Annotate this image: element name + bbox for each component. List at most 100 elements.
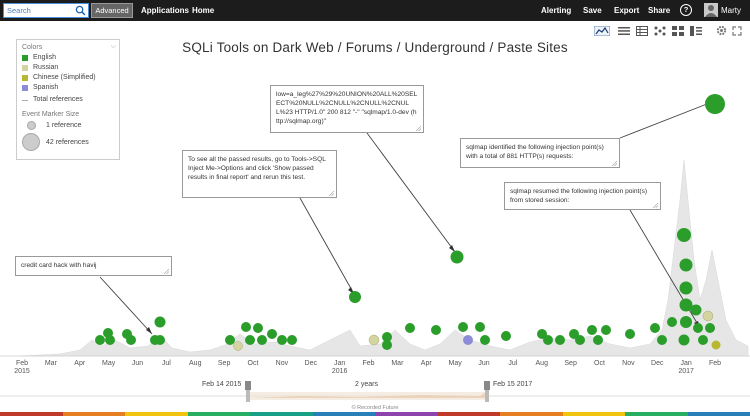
- grid-view-icon[interactable]: [672, 26, 684, 36]
- table-view-icon[interactable]: [636, 26, 648, 36]
- event-marker[interactable]: [154, 316, 166, 328]
- range-duration-label: 2 years: [355, 381, 378, 388]
- resize-grip-icon[interactable]: [416, 126, 421, 131]
- search-box[interactable]: [3, 3, 89, 18]
- search-icon[interactable]: [75, 5, 86, 16]
- event-marker[interactable]: [705, 94, 725, 114]
- list-view-icon[interactable]: [618, 26, 630, 36]
- detail-view-icon[interactable]: [690, 26, 702, 36]
- export-button[interactable]: Export: [614, 6, 640, 15]
- x-tick-label: Jan 2017: [678, 360, 694, 375]
- event-marker[interactable]: [382, 340, 392, 350]
- x-tick-label: Jan 2016: [331, 360, 348, 375]
- callout-annotation-1[interactable]: credit card hack with havij: [15, 256, 172, 276]
- event-marker[interactable]: [680, 316, 692, 328]
- event-marker[interactable]: [126, 335, 136, 345]
- event-marker[interactable]: [702, 310, 714, 322]
- event-marker[interactable]: [382, 332, 392, 342]
- event-marker[interactable]: [253, 323, 263, 333]
- event-marker[interactable]: [245, 335, 255, 345]
- resize-grip-icon[interactable]: [612, 161, 617, 166]
- callout-annotation-5[interactable]: sqlmap resumed the following injection p…: [504, 182, 661, 210]
- event-marker[interactable]: [267, 329, 277, 339]
- save-button[interactable]: Save: [583, 6, 602, 15]
- event-marker[interactable]: [678, 334, 690, 346]
- event-marker[interactable]: [543, 335, 553, 345]
- event-marker[interactable]: [555, 335, 565, 345]
- event-marker[interactable]: [405, 323, 415, 333]
- gear-icon[interactable]: [716, 25, 727, 36]
- event-marker[interactable]: [95, 335, 105, 345]
- event-marker[interactable]: [690, 304, 702, 316]
- timeline-view-icon[interactable]: [594, 26, 610, 36]
- event-marker[interactable]: [657, 335, 667, 345]
- event-marker[interactable]: [650, 323, 660, 333]
- help-icon[interactable]: ?: [680, 4, 692, 16]
- collapse-icon[interactable]: ⌵: [110, 43, 116, 50]
- event-marker[interactable]: [693, 323, 703, 333]
- event-marker[interactable]: [241, 322, 251, 332]
- legend-item-english[interactable]: English: [22, 53, 114, 63]
- event-marker[interactable]: [587, 325, 597, 335]
- legend-item-russian[interactable]: Russian: [22, 63, 114, 73]
- home-link[interactable]: Home: [192, 6, 215, 15]
- range-start-handle-grip[interactable]: [246, 390, 250, 402]
- share-button[interactable]: Share: [648, 6, 671, 15]
- event-marker[interactable]: [233, 341, 243, 351]
- event-marker[interactable]: [458, 322, 468, 332]
- event-marker[interactable]: [368, 334, 380, 346]
- resize-grip-icon[interactable]: [653, 203, 658, 208]
- callout-annotation-4[interactable]: sqlmap identified the following injectio…: [460, 138, 620, 168]
- applications-menu[interactable]: Applications: [141, 6, 190, 15]
- event-marker[interactable]: [711, 340, 721, 350]
- event-marker[interactable]: [225, 335, 235, 345]
- event-marker[interactable]: [575, 335, 585, 345]
- legend-item-chinese[interactable]: Chinese (Simplified): [22, 73, 114, 83]
- callout-annotation-2[interactable]: To see all the passed results, go to Too…: [182, 150, 337, 198]
- event-marker[interactable]: [698, 335, 708, 345]
- event-marker[interactable]: [257, 335, 267, 345]
- range-end-handle-grip[interactable]: [485, 390, 489, 402]
- range-end-handle[interactable]: [484, 381, 490, 390]
- alerting-link[interactable]: Alerting: [541, 6, 572, 15]
- event-marker[interactable]: [480, 335, 490, 345]
- event-markers: [95, 94, 725, 351]
- event-marker[interactable]: [105, 335, 115, 345]
- resize-grip-icon[interactable]: [329, 191, 334, 196]
- event-marker[interactable]: [679, 281, 693, 295]
- event-marker[interactable]: [277, 335, 287, 345]
- user-name[interactable]: Marty: [721, 6, 741, 15]
- expand-icon[interactable]: [732, 26, 742, 36]
- range-start-handle[interactable]: [245, 381, 251, 390]
- event-marker[interactable]: [705, 323, 715, 333]
- avatar[interactable]: [704, 3, 718, 17]
- event-marker[interactable]: [625, 329, 635, 339]
- search-input[interactable]: [4, 4, 74, 17]
- resize-grip-icon[interactable]: [164, 269, 169, 274]
- callout-annotation-3[interactable]: low=a_leg%27%29%20UNION%20ALL%20SELECT%2…: [270, 85, 424, 133]
- advanced-search-button[interactable]: Advanced: [91, 3, 133, 18]
- event-marker[interactable]: [463, 335, 473, 345]
- event-marker[interactable]: [667, 317, 677, 327]
- event-marker[interactable]: [287, 335, 297, 345]
- event-marker[interactable]: [593, 335, 603, 345]
- legend-label: Russian: [33, 64, 59, 71]
- event-marker[interactable]: [349, 291, 361, 303]
- callout-connector-4: [619, 101, 713, 139]
- event-marker[interactable]: [679, 298, 693, 312]
- event-marker[interactable]: [475, 322, 485, 332]
- legend-item-spanish[interactable]: Spanish: [22, 83, 114, 93]
- legend-size-large: 42 references: [22, 133, 114, 151]
- callout-text: credit card hack with havij: [21, 262, 97, 269]
- event-marker[interactable]: [677, 228, 691, 242]
- event-marker[interactable]: [679, 258, 693, 272]
- legend-item-total[interactable]: Total references: [22, 95, 114, 105]
- event-marker[interactable]: [431, 325, 441, 335]
- event-marker[interactable]: [501, 331, 511, 341]
- range-start-label: Feb 14 2015: [202, 381, 242, 388]
- event-marker[interactable]: [601, 325, 611, 335]
- event-marker[interactable]: [155, 335, 165, 345]
- event-marker[interactable]: [450, 250, 464, 264]
- network-view-icon[interactable]: [654, 26, 666, 36]
- x-tick-label: Jun: [478, 360, 490, 367]
